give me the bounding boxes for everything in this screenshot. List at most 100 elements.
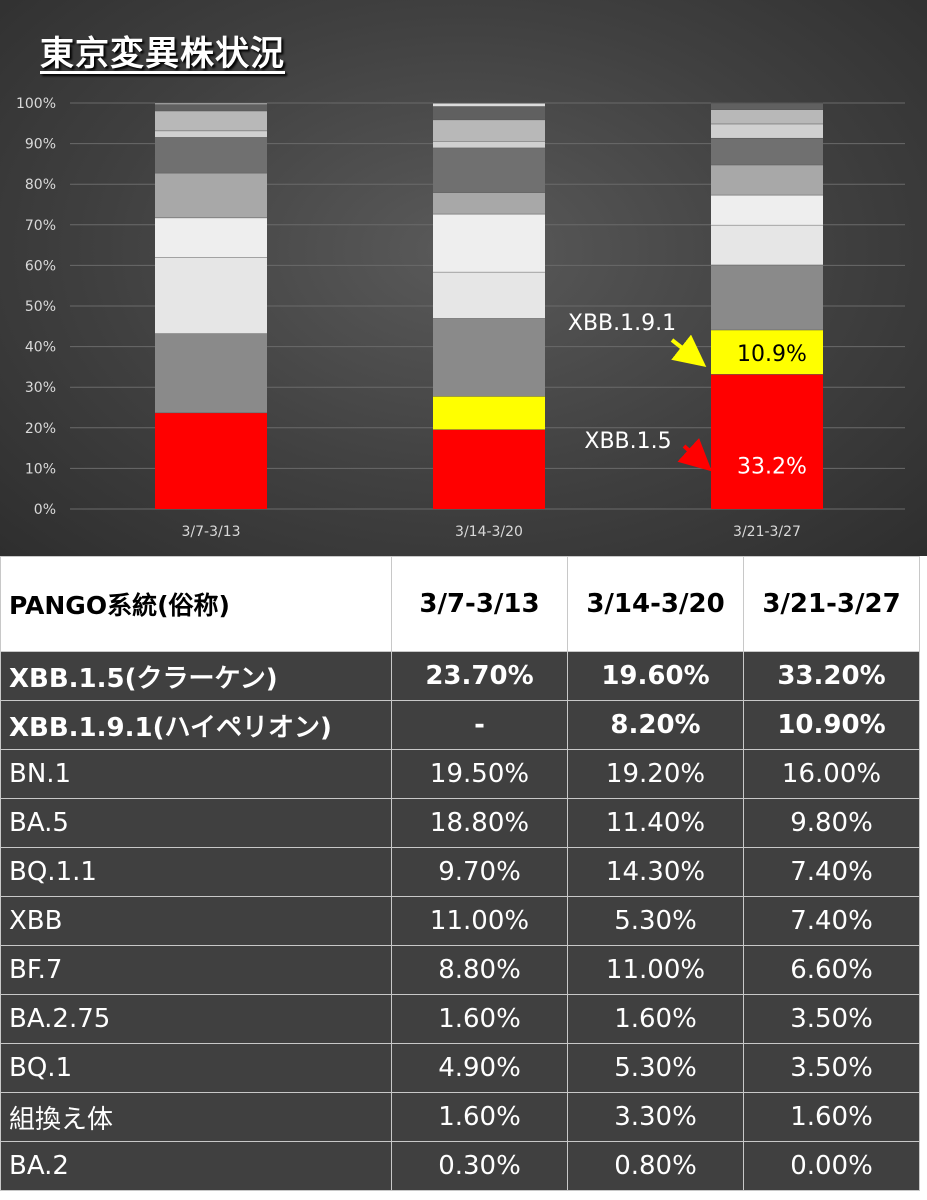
x-tick-label: 3/14-3/20 (455, 524, 523, 540)
data-label: 33.2% (737, 455, 807, 480)
x-tick-label: 3/21-3/27 (733, 524, 801, 540)
bar-segment (711, 329, 823, 375)
percentage-cell: 5.30% (567, 1043, 744, 1093)
y-tick-label: 70% (25, 218, 56, 234)
chart-title: 東京変異株状況 (40, 34, 285, 74)
header-week-2: 3/14-3/20 (567, 556, 744, 652)
percentage-cell: 11.40% (567, 798, 744, 848)
bar-segment (155, 333, 267, 413)
y-tick-label: 30% (25, 380, 56, 396)
bar-segment (433, 192, 545, 214)
percentage-cell: 0.00% (743, 1141, 920, 1191)
bar-segment (711, 123, 823, 138)
y-tick-label: 40% (25, 340, 56, 356)
lineage-name-cell: XBB (0, 896, 392, 946)
percentage-cell: 4.90% (391, 1043, 568, 1093)
percentage-cell: 19.50% (391, 749, 568, 799)
x-tick-label: 3/7-3/13 (181, 524, 240, 540)
bar-segment (433, 103, 545, 107)
percentage-cell: 23.70% (391, 651, 568, 701)
bar-segment (433, 147, 545, 193)
percentage-cell: 33.20% (743, 651, 920, 701)
bar-segment (711, 374, 823, 509)
percentage-cell: 1.60% (391, 994, 568, 1044)
data-label: 10.9% (737, 342, 807, 367)
table-row: BN.1 19.50% 19.20% 16.00% (0, 749, 920, 799)
bar-segment (433, 119, 545, 142)
bar-segment (711, 103, 823, 110)
bar-segment (155, 110, 267, 131)
bar-segment (433, 271, 545, 319)
lineage-name-cell: 組換え体 (0, 1092, 392, 1142)
percentage-cell: 9.80% (743, 798, 920, 848)
percentage-cell: 1.60% (743, 1092, 920, 1142)
percentage-cell: 16.00% (743, 749, 920, 799)
table-row: BQ.1.1 9.70% 14.30% 7.40% (0, 847, 920, 897)
bar-segment (155, 137, 267, 173)
percentage-cell: 19.20% (567, 749, 744, 799)
lineage-name-cell: BQ.1.1 (0, 847, 392, 897)
table-row: BA.2 0.30% 0.80% 0.00% (0, 1141, 920, 1191)
bar-segment (711, 194, 823, 225)
stacked-bar-chart: 0% 10% 20% 30% 40% 50% 60% 70% 80% 90% 100% 3/7-3/… (16, 96, 905, 540)
chart-panel: 0% 10% 20% 30% 40% 50% 60% 70% 80% 90% 100% 3/7-3/… (0, 0, 927, 556)
percentage-cell: 3.50% (743, 1043, 920, 1093)
table-header-row: PANGO系統(俗称) 3/7-3/13 3/14-3/20 3/21-3/27 (0, 556, 920, 652)
lineage-name-cell: BN.1 (0, 749, 392, 799)
percentage-cell: 0.30% (391, 1141, 568, 1191)
annotation-arrow (677, 438, 712, 472)
percentage-cell: 3.50% (743, 994, 920, 1044)
table-row: XBB.1.5(クラーケン) 23.70% 19.60% 33.20% (0, 651, 920, 701)
percentage-cell: 10.90% (743, 700, 920, 750)
bar-segment (433, 396, 545, 430)
percentage-cell: 18.80% (391, 798, 568, 848)
header-week-3: 3/21-3/27 (743, 556, 920, 652)
bar-segment (155, 104, 267, 111)
bar-segment (433, 318, 545, 397)
lineage-name-cell: BQ.1 (0, 1043, 392, 1093)
table-row: XBB 11.00% 5.30% 7.40% (0, 896, 920, 946)
table-row: BA.2.75 1.60% 1.60% 3.50% (0, 994, 920, 1044)
bar-segment (433, 213, 545, 272)
y-tick-label: 80% (25, 177, 56, 193)
percentage-cell: 3.30% (567, 1092, 744, 1142)
table-row: BA.5 18.80% 11.40% 9.80% (0, 798, 920, 848)
y-tick-label: 50% (25, 299, 56, 315)
percentage-cell: 1.60% (567, 994, 744, 1044)
lineage-name-cell: XBB.1.9.1(ハイペリオン) (0, 700, 392, 750)
percentage-cell: 9.70% (391, 847, 568, 897)
percentage-cell: 1.60% (391, 1092, 568, 1142)
header-week-1: 3/7-3/13 (391, 556, 568, 652)
percentage-cell: - (391, 700, 568, 750)
bar-segment (433, 106, 545, 120)
percentage-cell: 11.00% (567, 945, 744, 995)
table-row: 組換え体 1.60% 3.30% 1.60% (0, 1092, 920, 1142)
bar-segment (155, 172, 267, 218)
header-lineage: PANGO系統(俗称) (0, 556, 392, 652)
percentage-cell: 11.00% (391, 896, 568, 946)
y-tick-label: 10% (25, 461, 56, 477)
bar-segment (433, 141, 545, 148)
bar-segment (155, 103, 267, 105)
lineage-name-cell: BA.5 (0, 798, 392, 848)
percentage-cell: 5.30% (567, 896, 744, 946)
lineage-name-cell: BF.7 (0, 945, 392, 995)
percentage-cell: 7.40% (743, 896, 920, 946)
percentage-cell: 8.80% (391, 945, 568, 995)
table-row: BF.7 8.80% 11.00% 6.60% (0, 945, 920, 995)
percentage-cell: 6.60% (743, 945, 920, 995)
percentage-cell: 8.20% (567, 700, 744, 750)
bar-segment (711, 164, 823, 195)
y-tick-label: 0% (34, 502, 56, 518)
y-tick-label: 90% (25, 137, 56, 153)
annotation-arrow (670, 334, 707, 367)
bar-segment (711, 224, 823, 265)
percentage-cell: 0.80% (567, 1141, 744, 1191)
bar-segment (155, 130, 267, 138)
bar-segment (155, 257, 267, 334)
annotation-label: XBB.1.5 (584, 429, 671, 454)
y-tick-label: 20% (25, 421, 56, 437)
lineage-name-cell: BA.2.75 (0, 994, 392, 1044)
percentage-cell: 14.30% (567, 847, 744, 897)
bar-segment (711, 109, 823, 124)
